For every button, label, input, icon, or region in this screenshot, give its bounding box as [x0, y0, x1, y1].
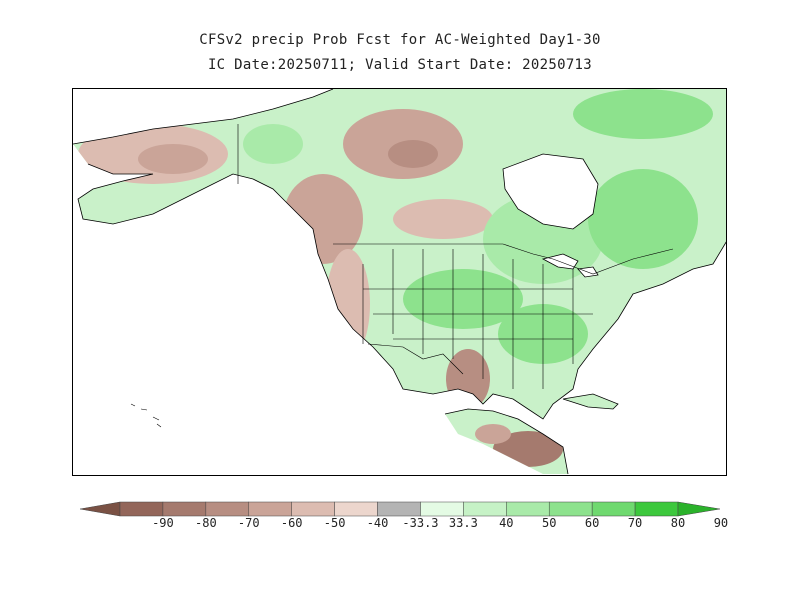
colorbar-tick-label: 80: [670, 516, 686, 530]
colorbar-tick-label: 60: [584, 516, 600, 530]
dry-patch-west-coast: [326, 249, 370, 359]
colorbar-segment: [634, 501, 679, 517]
hawaii-island-chain: [130, 403, 162, 428]
dry-patch-alaska-core: [138, 144, 208, 174]
colorbar-tick-label: -60: [280, 516, 303, 530]
colorbar-tick-label: 40: [499, 516, 514, 530]
colorbar-segment: [377, 501, 421, 517]
map-title: CFSv2 precip Prob Fcst for AC-Weighted D…: [199, 32, 601, 48]
us-canada-border: [333, 243, 674, 275]
colorbar-arrow-left: [80, 501, 121, 517]
dry-patch-mexico: [446, 349, 490, 409]
dry-patch-nt-core: [388, 140, 438, 168]
colorbar-segment: [248, 501, 292, 517]
wet-patch-arctic-islands: [573, 89, 713, 139]
colorbar-segment: [591, 501, 636, 517]
colorbar-tick-label: 90: [713, 516, 729, 530]
dry-patch-yucatan: [475, 424, 511, 444]
colorbar-tick-label: -90: [152, 516, 174, 530]
colorbar-tick-label: -33.3: [402, 516, 439, 530]
dry-patch-prairies: [393, 199, 493, 239]
map-subtitle: IC Date:20250711; Valid Start Date: 2025…: [207, 57, 593, 73]
wet-patch-quebec: [588, 169, 698, 269]
colorbar-tick-label: -70: [237, 516, 260, 530]
colorbar-segment: [420, 501, 464, 517]
colorbar-segment: [205, 501, 250, 517]
colorbar-tick-label: 50: [541, 516, 557, 530]
political-borders: [237, 124, 674, 389]
colorbar-arrow-right: [677, 501, 720, 517]
wet-patch-yukon: [243, 124, 303, 164]
colorbar: [80, 501, 720, 517]
colorbar-segment: [291, 501, 335, 517]
precip-probability-map: [73, 89, 726, 475]
colorbar-segment: [334, 501, 378, 517]
probability-patches: [78, 89, 713, 467]
us-state-borders: [362, 249, 593, 389]
colorbar-tick-label: -50: [323, 516, 346, 530]
cuba: [562, 393, 619, 410]
us-mexico-border: [367, 343, 464, 375]
colorbar-tick-label: -40: [366, 516, 389, 530]
hudson-bay-shore: [502, 153, 599, 230]
colorbar-tick-label: 70: [627, 516, 643, 530]
colorbar-tick-label: 33.3: [448, 516, 478, 530]
colorbar-segment: [119, 501, 164, 517]
colorbar-segment: [506, 501, 550, 517]
colorbar-tick-label: -80: [195, 516, 217, 530]
map-panel: [72, 88, 727, 476]
colorbar-segment: [162, 501, 207, 517]
hawaii-islands: [130, 403, 162, 428]
coastline-central-america: [444, 408, 569, 475]
colorbar-segment: [548, 501, 593, 517]
colorbar-segment: [463, 501, 507, 517]
